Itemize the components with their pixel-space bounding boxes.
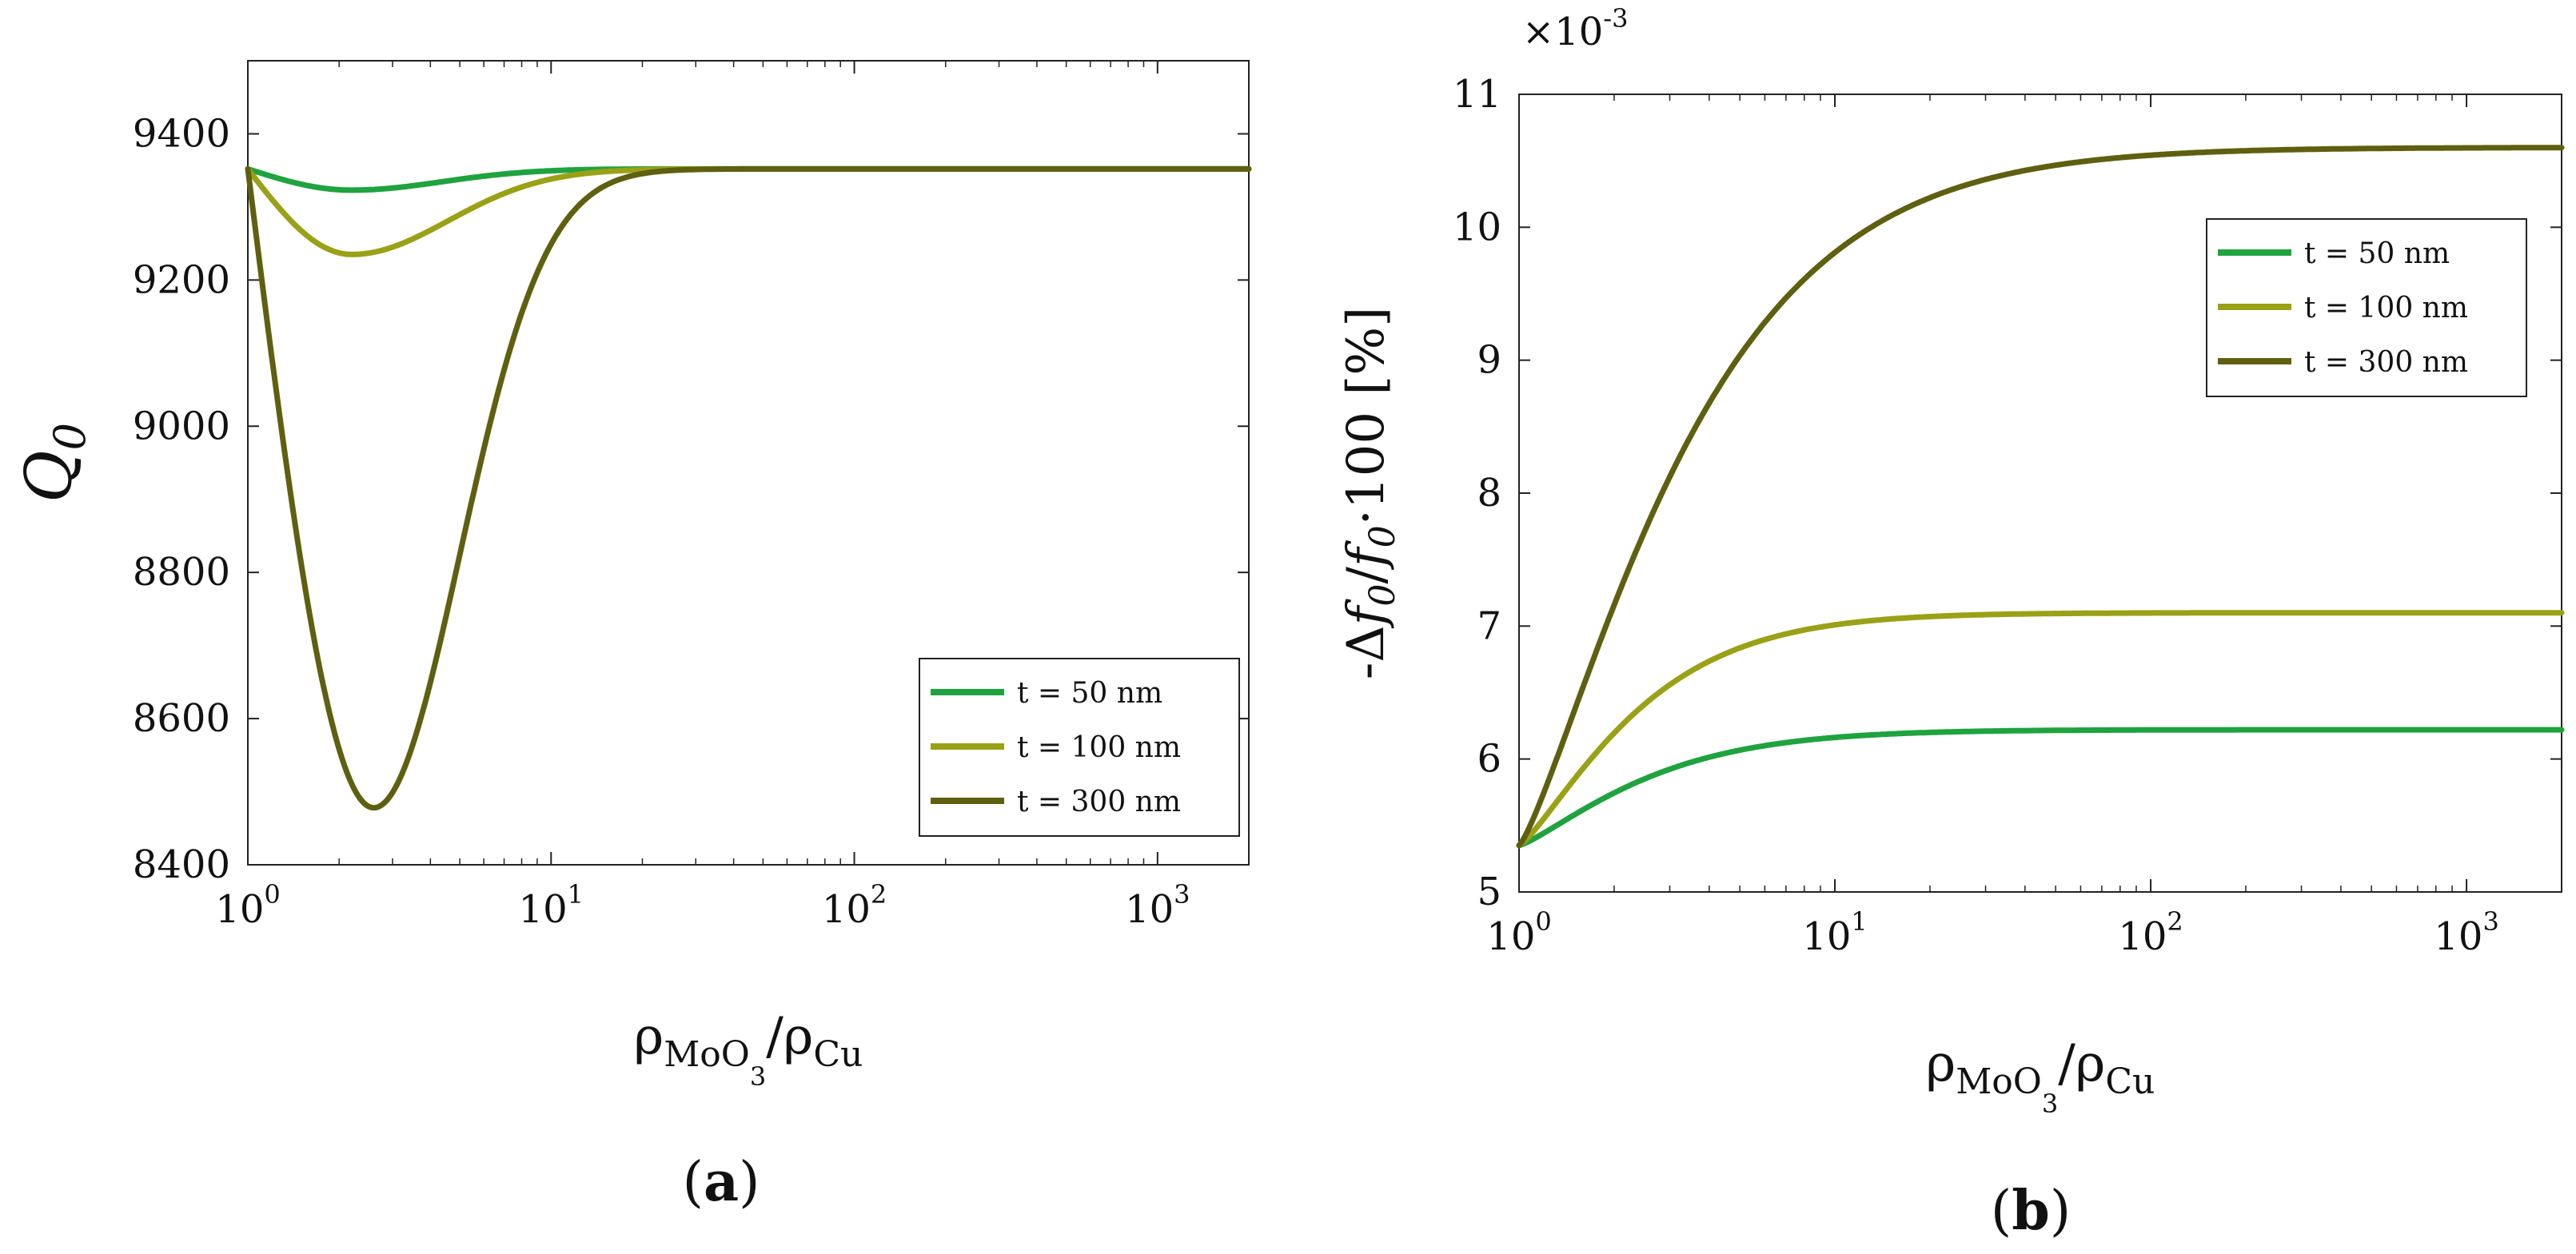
x-tick-label: 100 xyxy=(1486,906,1551,959)
y-tick-label: 9 xyxy=(1477,338,1501,383)
y-tick-label: 8800 xyxy=(133,550,230,595)
x-tick-label: 100 xyxy=(215,879,280,932)
multiplier-base: ×10 xyxy=(1522,10,1603,54)
series-line-t100 xyxy=(1516,610,2565,849)
legend-label: t = 50 nm xyxy=(1017,677,1162,710)
series-line-t100 xyxy=(245,165,1252,257)
x-tick-base: 10 xyxy=(2118,914,2167,959)
x-label-sub1: MoO xyxy=(664,1034,750,1075)
legend: t = 50 nm t = 100 nm t = 300 nm xyxy=(919,658,1240,837)
legend-label: t = 300 nm xyxy=(2304,346,2468,379)
multiplier-exp: -3 xyxy=(1603,3,1628,34)
y-tick-label: 10 xyxy=(1453,205,1501,249)
y-multiplier: ×10-3 xyxy=(1522,3,1628,54)
legend-label: t = 100 nm xyxy=(2304,292,2468,324)
x-tick-label: 103 xyxy=(1125,879,1190,932)
x-tick-exp: 0 xyxy=(264,879,280,910)
legend-label: t = 50 nm xyxy=(2304,237,2450,270)
x-tick-exp: 3 xyxy=(1174,879,1190,910)
y-tick-label: 8 xyxy=(1477,471,1501,516)
x-tick-exp: 1 xyxy=(1851,906,1867,937)
x-tick-label: 101 xyxy=(1802,906,1867,959)
x-axis-label: ρMoO3/ρCu xyxy=(634,1007,863,1092)
x-label-rho2: ρ xyxy=(2076,1034,2106,1093)
plot-frame xyxy=(247,60,1250,866)
y-axis-label: Q0 xyxy=(11,423,95,503)
x-tick-exp: 1 xyxy=(568,879,584,910)
x-tick-exp: 2 xyxy=(2167,906,2183,937)
y-label-sub: 0 xyxy=(45,423,95,450)
y-label-q: Q xyxy=(11,450,86,503)
x-tick-label: 103 xyxy=(2434,906,2498,959)
legend-label: t = 300 nm xyxy=(1017,786,1181,818)
y-axis-label: -Δf0/f0·100 [%] xyxy=(1337,307,1403,679)
y-label-pre: -Δ xyxy=(1337,625,1396,679)
y-label-slash: / xyxy=(1337,567,1396,584)
series-line-t300 xyxy=(1516,145,2565,849)
x-label-slash: / xyxy=(766,1007,784,1066)
panel-label-letter: a xyxy=(704,1150,739,1214)
series-line-t50 xyxy=(245,165,1252,193)
x-tick-exp: 0 xyxy=(1535,906,1551,937)
y-label-post: ·100 [%] xyxy=(1337,307,1396,526)
panel-label: (a) xyxy=(682,1150,760,1214)
x-axis-label: ρMoO3/ρCu xyxy=(1926,1034,2155,1119)
series-line-t300 xyxy=(245,165,1252,811)
x-tick-label: 102 xyxy=(822,879,887,932)
y-tick-label: 8600 xyxy=(133,696,230,741)
x-label-rho: ρ xyxy=(1926,1034,1956,1093)
x-tick-base: 10 xyxy=(1802,914,1851,959)
x-tick-base: 10 xyxy=(2434,914,2482,959)
x-tick-base: 10 xyxy=(215,887,264,932)
legend: t = 50 nm t = 100 nm t = 300 nm xyxy=(2206,218,2527,397)
y-tick-label: 7 xyxy=(1477,603,1501,648)
y-label-sub2: 0 xyxy=(1362,525,1403,547)
y-tick-label: 9200 xyxy=(133,257,230,302)
y-tick-label: 9400 xyxy=(133,111,230,156)
x-label-sub2: Cu xyxy=(2105,1061,2155,1102)
y-tick-label: 8400 xyxy=(133,842,230,887)
x-label-subsub: 3 xyxy=(750,1061,766,1092)
x-tick-label: 102 xyxy=(2118,906,2183,959)
x-label-sub2: Cu xyxy=(813,1034,863,1075)
y-tick-label: 9000 xyxy=(133,404,230,448)
x-tick-label: 101 xyxy=(519,879,584,932)
x-label-rho2: ρ xyxy=(784,1007,814,1066)
x-tick-base: 10 xyxy=(519,887,568,932)
y-tick-label: 6 xyxy=(1477,737,1501,782)
x-tick-base: 10 xyxy=(1125,887,1174,932)
panel-label-letter: b xyxy=(2012,1179,2050,1243)
x-tick-exp: 3 xyxy=(2482,906,2498,937)
x-tick-exp: 2 xyxy=(871,879,887,910)
x-label-subsub: 3 xyxy=(2042,1089,2058,1119)
x-tick-base: 10 xyxy=(1486,914,1535,959)
x-label-sub1: MoO xyxy=(1956,1061,2042,1102)
y-tick-label: 11 xyxy=(1453,72,1501,117)
y-label-sub1: 0 xyxy=(1362,584,1403,607)
x-label-rho: ρ xyxy=(634,1007,664,1066)
legend-label: t = 100 nm xyxy=(1017,731,1181,764)
x-tick-base: 10 xyxy=(822,887,871,932)
y-tick-label: 5 xyxy=(1477,870,1501,914)
series-line-t50 xyxy=(1516,727,2565,849)
panel-label: (b) xyxy=(1991,1179,2072,1243)
plot-frame xyxy=(1518,94,2562,893)
x-label-slash: / xyxy=(2058,1034,2076,1093)
